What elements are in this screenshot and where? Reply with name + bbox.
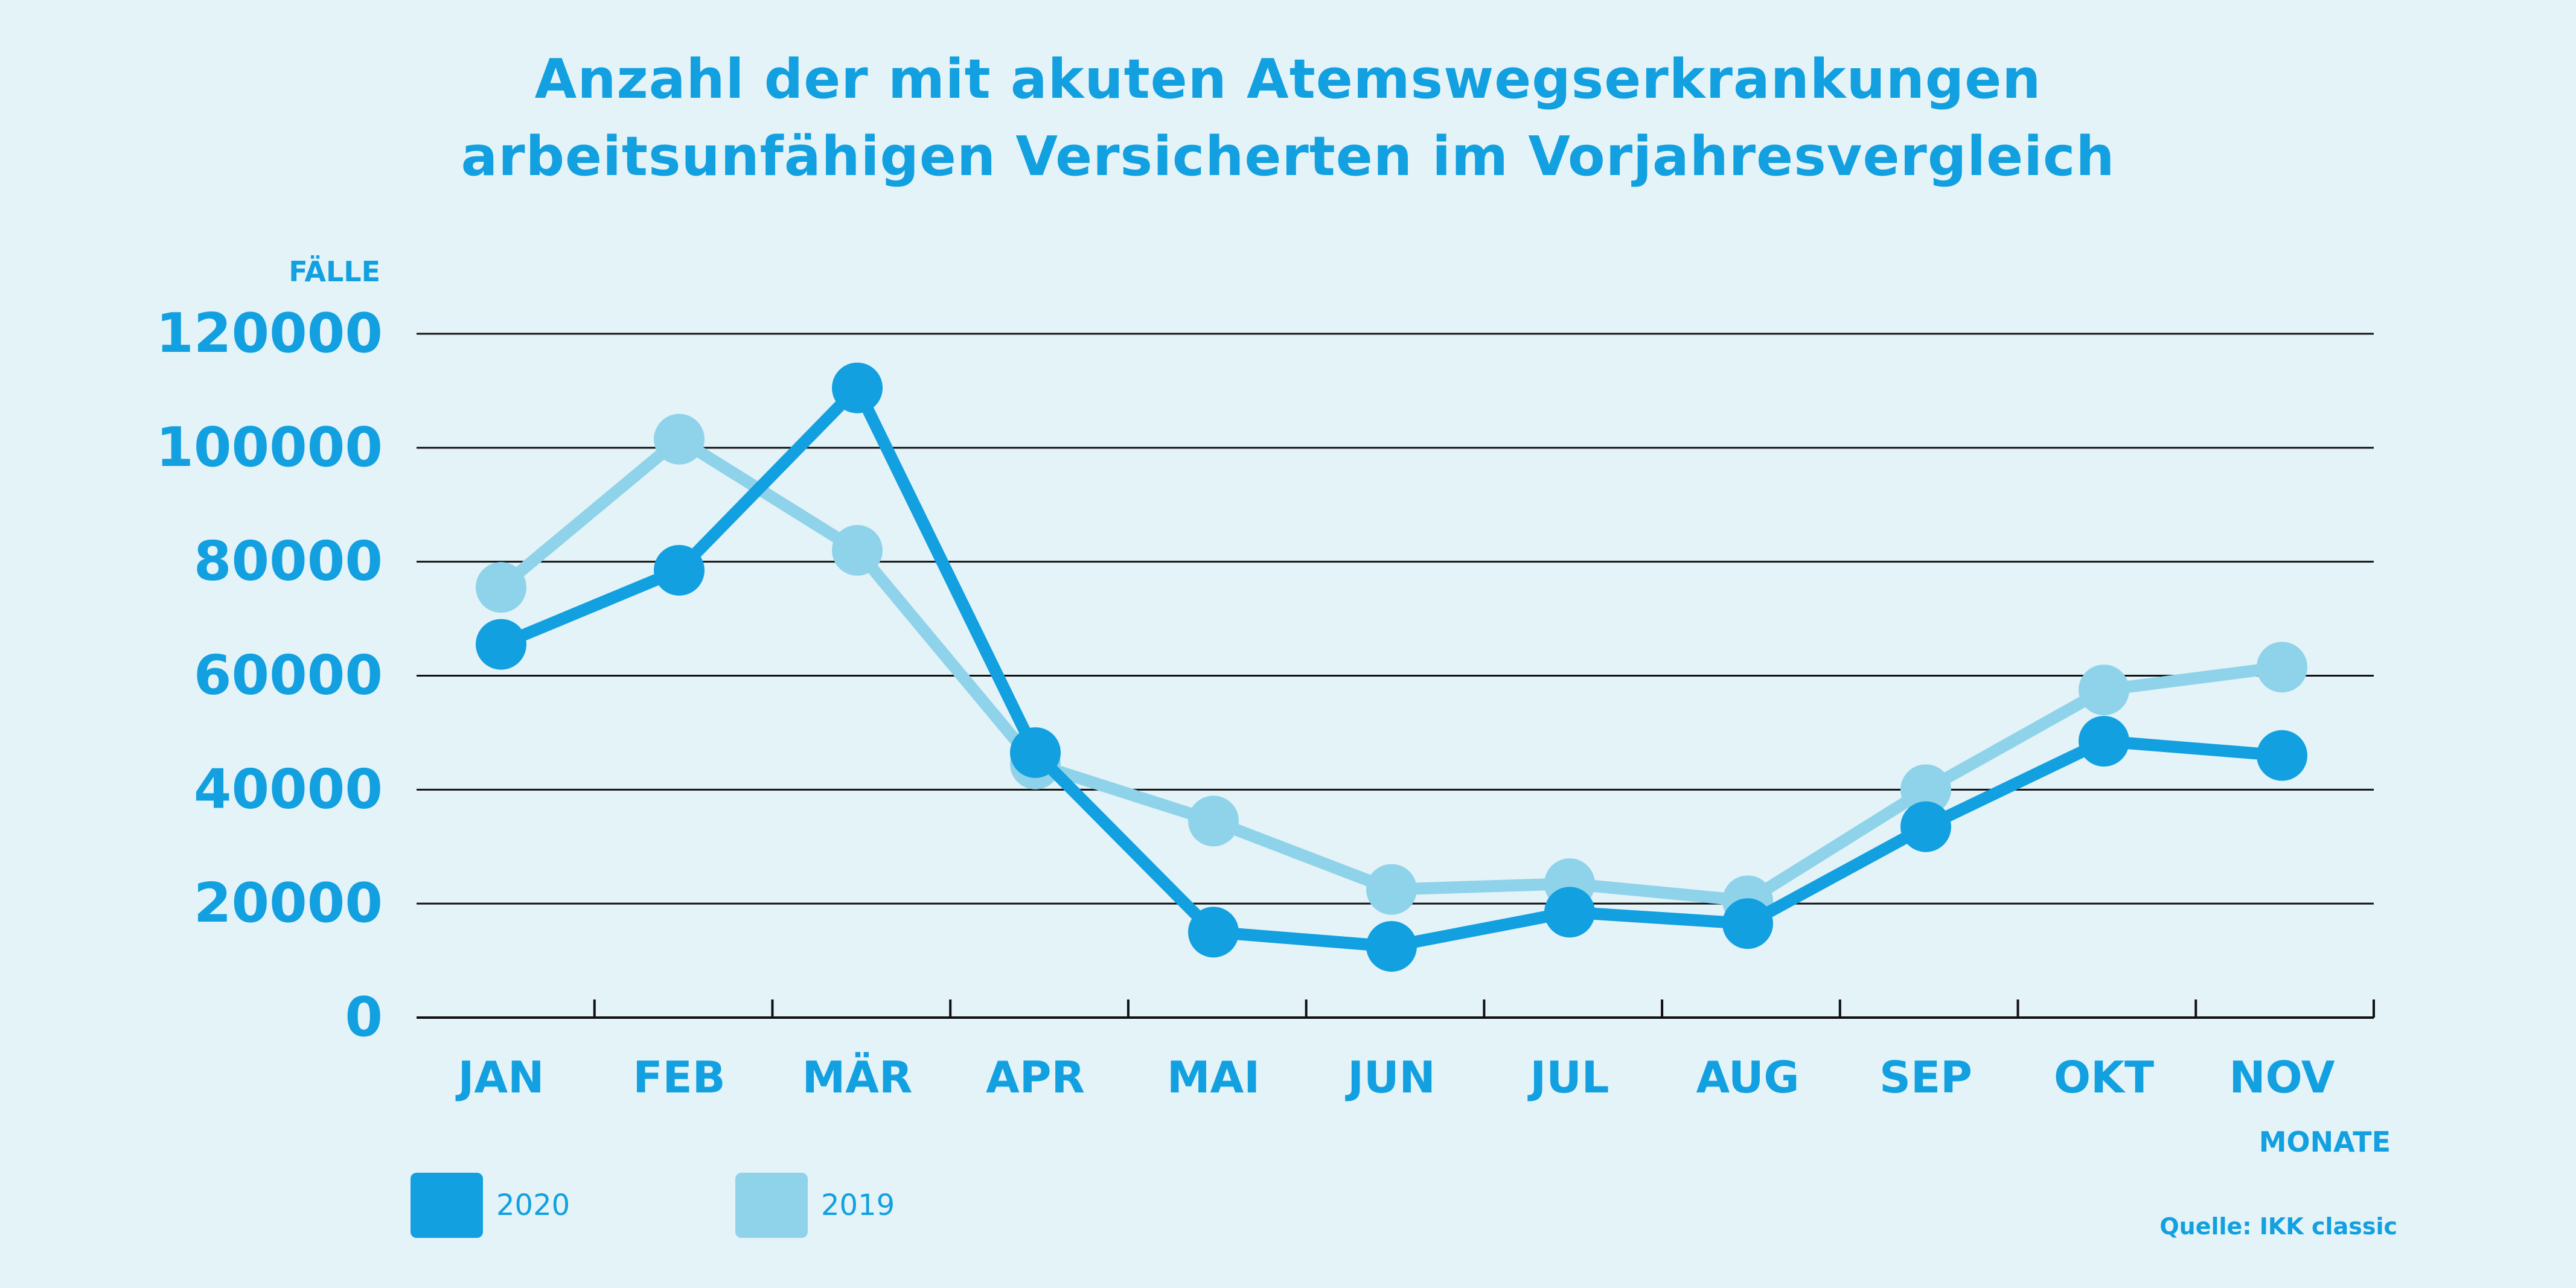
legend-item-2020: 2020 (411, 1173, 570, 1238)
legend-item-2019: 2019 (735, 1173, 895, 1238)
chart-title-line-2: arbeitsunfähigen Versicherten im Vorjahr… (461, 125, 2115, 188)
x-tick-label: FEB (633, 1052, 725, 1103)
x-tick-label: JUL (1527, 1052, 1609, 1103)
x-tick-label: OKT (2054, 1052, 2154, 1103)
legend-label-2020: 2020 (496, 1188, 570, 1222)
data-point-2019 (654, 413, 705, 465)
x-tick-label: JUN (1344, 1052, 1436, 1103)
data-point-2019 (832, 524, 883, 576)
series-2020 (476, 362, 2307, 972)
x-tick-label: NOV (2229, 1052, 2335, 1103)
data-point-2019 (1900, 764, 1951, 815)
y-tick-label: 20000 (194, 872, 383, 935)
data-point-2019 (2079, 665, 2129, 716)
x-tick-label: APR (986, 1052, 1085, 1103)
data-point-2020 (2079, 716, 2129, 767)
data-point-2019 (1188, 795, 1239, 847)
data-point-2020 (1188, 907, 1239, 958)
data-point-2020 (2257, 730, 2307, 781)
y-tick-labels: 0 20000 40000 60000 80000 100000 120000 (156, 302, 383, 1049)
data-point-2020 (832, 362, 883, 413)
x-axis-label: MONATE (2259, 1126, 2391, 1158)
data-point-2020 (654, 544, 705, 596)
data-point-2020 (1900, 801, 1951, 852)
x-tick-label: AUG (1696, 1052, 1799, 1103)
data-point-2020 (1544, 887, 1595, 938)
x-tick-label: MAI (1167, 1052, 1260, 1103)
y-axis-label: FÄLLE (289, 255, 380, 288)
x-tick-label: SEP (1879, 1052, 1972, 1103)
data-point-2020 (1366, 920, 1417, 972)
data-point-2020 (1722, 898, 1773, 949)
source-note: Quelle: IKK classic (2159, 1213, 2397, 1240)
series-lines (476, 362, 2307, 972)
y-tick-label: 40000 (194, 757, 383, 821)
legend-swatch-2020 (411, 1173, 483, 1238)
data-point-2019 (476, 562, 526, 613)
data-point-2019 (1366, 864, 1417, 915)
grid-lines (417, 333, 2374, 905)
y-tick-label: 120000 (156, 302, 383, 365)
data-point-2019 (2257, 642, 2307, 693)
y-tick-label: 0 (345, 986, 383, 1049)
legend-swatch-2019 (735, 1173, 808, 1238)
chart-title-line-1: Anzahl der mit akuten Atemswegserkrankun… (534, 48, 2042, 111)
legend-label-2019: 2019 (821, 1188, 895, 1222)
x-tick-labels: JAN FEB MÄR APR MAI JUN JUL AUG SEP OKT NOV (455, 1052, 2335, 1103)
x-tick-label: MÄR (802, 1052, 913, 1103)
y-tick-label: 80000 (194, 530, 383, 593)
x-tick-label: JAN (455, 1052, 545, 1103)
series-line-2019 (495, 433, 2288, 907)
y-tick-label: 100000 (156, 416, 383, 479)
series-line-2020 (495, 381, 2288, 952)
data-point-2020 (476, 619, 526, 670)
data-point-2020 (1010, 727, 1061, 778)
x-axis (417, 999, 2375, 1019)
y-tick-label: 60000 (194, 644, 383, 707)
